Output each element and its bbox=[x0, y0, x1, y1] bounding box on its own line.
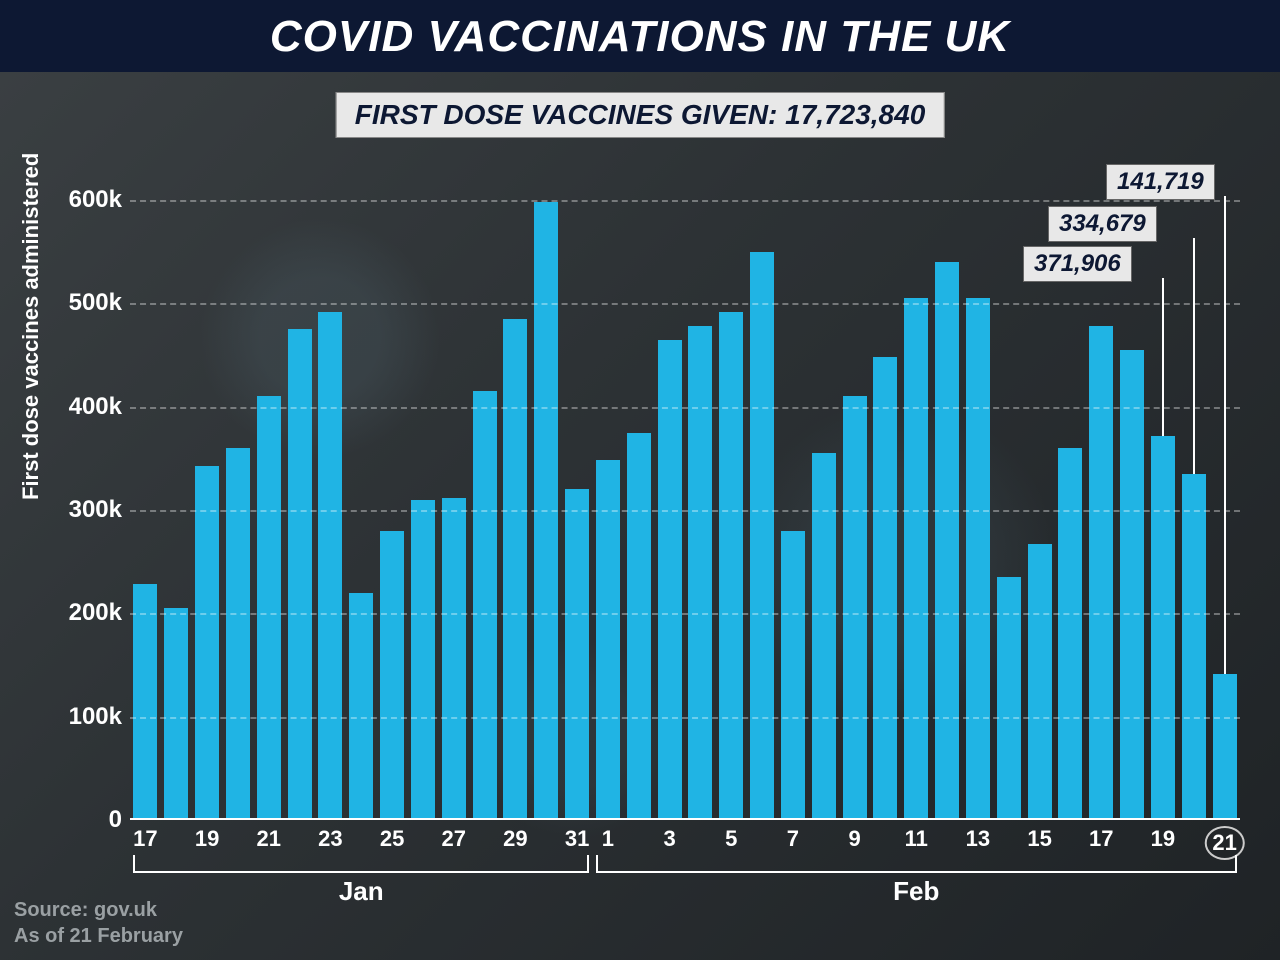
x-tick-label: 9 bbox=[848, 826, 860, 852]
x-tick-label: 29 bbox=[503, 826, 527, 852]
y-axis-label: First dose vaccines administered bbox=[18, 153, 44, 500]
x-tick-label: 13 bbox=[966, 826, 990, 852]
y-tick-label: 600k bbox=[69, 186, 122, 214]
x-tick-label: 25 bbox=[380, 826, 404, 852]
subtitle-badge: FIRST DOSE VACCINES GIVEN: 17,723,840 bbox=[336, 92, 945, 138]
month-bracket bbox=[133, 855, 589, 873]
x-tick-label: 23 bbox=[318, 826, 342, 852]
bar bbox=[658, 340, 682, 821]
x-tick-label: 21 bbox=[257, 826, 281, 852]
callout-leader bbox=[1193, 238, 1195, 474]
month-bracket bbox=[596, 855, 1237, 873]
month-label: Jan bbox=[339, 876, 384, 907]
bar bbox=[565, 489, 589, 820]
bar bbox=[257, 396, 281, 820]
callout-leader bbox=[1224, 196, 1226, 674]
grid-line bbox=[130, 613, 1240, 615]
bar bbox=[1151, 436, 1175, 820]
bar bbox=[226, 448, 250, 820]
x-tick-label: 17 bbox=[133, 826, 157, 852]
x-tick-label: 19 bbox=[1151, 826, 1175, 852]
grid-line bbox=[130, 717, 1240, 719]
bar bbox=[164, 608, 188, 820]
bar bbox=[719, 312, 743, 820]
bar bbox=[442, 498, 466, 820]
bar bbox=[596, 460, 620, 820]
page-title: COVID VACCINATIONS IN THE UK bbox=[0, 0, 1280, 74]
bar bbox=[1089, 326, 1113, 820]
bar bbox=[503, 319, 527, 820]
month-label: Feb bbox=[893, 876, 939, 907]
x-tick-label: 19 bbox=[195, 826, 219, 852]
bar bbox=[380, 531, 404, 820]
bar bbox=[966, 298, 990, 820]
grid-line bbox=[130, 407, 1240, 409]
x-tick-label: 11 bbox=[905, 826, 928, 852]
bar bbox=[195, 466, 219, 820]
bar bbox=[1120, 350, 1144, 820]
y-tick-label: 100k bbox=[69, 703, 122, 731]
bar bbox=[1058, 448, 1082, 820]
x-tick-label: 31 bbox=[565, 826, 589, 852]
bar bbox=[904, 298, 928, 820]
callout-label: 334,679 bbox=[1048, 206, 1157, 242]
bar bbox=[843, 396, 867, 820]
y-tick-label: 300k bbox=[69, 496, 122, 524]
grid-line bbox=[130, 200, 1240, 202]
y-tick-label: 0 bbox=[109, 806, 122, 834]
bar bbox=[133, 584, 157, 820]
y-tick-label: 400k bbox=[69, 393, 122, 421]
asof-text: As of 21 February bbox=[14, 925, 183, 948]
source-text: Source: gov.uk bbox=[14, 899, 157, 922]
bar bbox=[411, 500, 435, 820]
y-tick-label: 200k bbox=[69, 599, 122, 627]
bar bbox=[1182, 474, 1206, 820]
x-tick-label: 3 bbox=[663, 826, 675, 852]
bar bbox=[318, 312, 342, 820]
bar bbox=[688, 326, 712, 820]
bar bbox=[288, 329, 312, 820]
x-axis-baseline bbox=[130, 818, 1240, 820]
bar bbox=[812, 453, 836, 820]
bar bbox=[349, 593, 373, 820]
x-tick-label: 17 bbox=[1089, 826, 1113, 852]
x-tick-label: 15 bbox=[1027, 826, 1051, 852]
bar bbox=[750, 252, 774, 820]
bar-chart: 0100k200k300k400k500k600k171921232527293… bbox=[130, 200, 1240, 820]
x-tick-label: 1 bbox=[602, 826, 614, 852]
callout-label: 371,906 bbox=[1023, 246, 1132, 282]
y-tick-label: 500k bbox=[69, 289, 122, 317]
callout-leader bbox=[1162, 278, 1164, 436]
x-tick-label: 5 bbox=[725, 826, 737, 852]
x-tick-label: 7 bbox=[787, 826, 799, 852]
x-tick-label: 27 bbox=[442, 826, 466, 852]
bar bbox=[935, 262, 959, 820]
bar bbox=[873, 357, 897, 820]
bar bbox=[1028, 544, 1052, 820]
bar bbox=[1213, 674, 1237, 820]
bar bbox=[781, 531, 805, 820]
bar bbox=[473, 391, 497, 820]
bar bbox=[627, 433, 651, 821]
callout-label: 141,719 bbox=[1106, 164, 1215, 200]
grid-line bbox=[130, 510, 1240, 512]
grid-line bbox=[130, 303, 1240, 305]
